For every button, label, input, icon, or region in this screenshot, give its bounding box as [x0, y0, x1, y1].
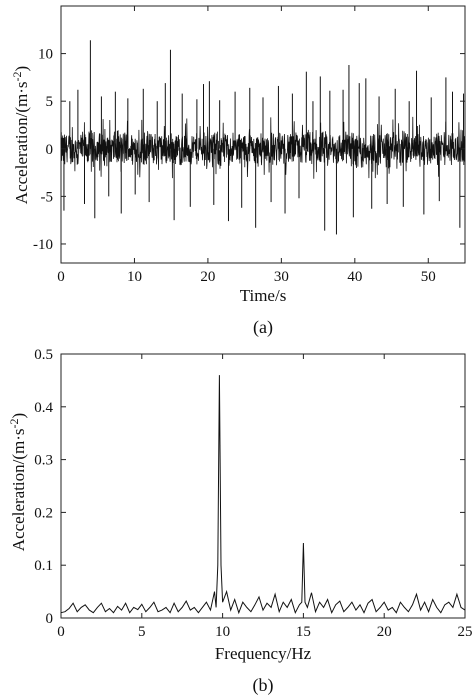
panel-a-signal-series [60, 40, 466, 235]
panel-a-caption: (a) [253, 317, 273, 338]
panel-a-y-axis-title-close: ) [12, 66, 31, 72]
panel-b-axes-frame [60, 353, 466, 619]
panel-a-y-tick-label: -5 [41, 189, 54, 205]
panel-b-spectrum: 0 5 10 15 20 25 0 0.1 0.2 0.3 0.4 0.5 Frequency/Hz… [7, 347, 473, 696]
panel-b-spectrum-line [60, 375, 466, 615]
panel-a-y-axis-title-sup: -2 [10, 71, 24, 81]
panel-b-y-tick-label: 0.4 [34, 400, 53, 416]
panel-b-y-axis-title: Acceleration/(m·s-2) [7, 413, 28, 551]
panel-a-x-tick-label: 10 [127, 269, 142, 285]
panel-b-y-tick-label: 0 [46, 611, 54, 627]
panel-b-x-tick-label: 25 [458, 624, 473, 640]
panel-b-y-axis-title-close: ) [9, 413, 28, 419]
panel-b-y-tick-label: 0.1 [34, 558, 53, 574]
panel-a-y-tick-label: 0 [46, 142, 54, 158]
panel-a-x-tick-label: 20 [200, 269, 215, 285]
panel-a-x-tick-label: 30 [274, 269, 289, 285]
panel-a-y-tick-label: -10 [33, 237, 53, 253]
panel-a-x-axis-title: Time/s [240, 286, 287, 305]
panel-b-y-tick-label: 0.5 [34, 347, 53, 363]
panel-b-x-tick-label: 10 [215, 624, 230, 640]
panel-b-x-tick-label: 5 [138, 624, 146, 640]
panel-b-y-tick-label: 0.3 [34, 453, 53, 469]
panel-a-y-tick-label: 10 [38, 47, 53, 63]
panel-b-x-ticks: 0 5 10 15 20 25 [57, 354, 473, 640]
panel-a-x-ticks: 0 10 20 30 40 50 [57, 6, 436, 285]
panel-b-x-tick-label: 0 [57, 624, 65, 640]
panel-a-x-tick-label: 0 [57, 269, 65, 285]
panel-a-y-axis-title-main: Acceleration/(m·s [12, 81, 31, 204]
panel-a-time-history: 0 10 20 30 40 50 -10 -5 0 5 10 Time/s Acceleratio… [10, 5, 466, 338]
panel-b-y-ticks: 0 0.1 0.2 0.3 0.4 0.5 [34, 347, 465, 627]
panel-a-noise-trace [60, 116, 466, 179]
panel-b-x-tick-label: 20 [377, 624, 392, 640]
panel-b-x-tick-label: 15 [296, 624, 311, 640]
panel-a-x-tick-label: 50 [421, 269, 436, 285]
panel-b-x-axis-title: Frequency/Hz [215, 644, 312, 663]
panel-b-y-axis-title-sup: -2 [7, 418, 21, 428]
panel-a-y-ticks: -10 -5 0 5 10 [33, 47, 465, 253]
panel-a-x-tick-label: 40 [347, 269, 362, 285]
panel-a-y-axis-title: Acceleration/(m·s-2) [10, 66, 31, 204]
panel-a-y-tick-label: 5 [46, 94, 54, 110]
panel-b-y-tick-label: 0.2 [34, 505, 53, 521]
panel-b-caption: (b) [253, 675, 274, 696]
panel-b-y-axis-title-main: Acceleration/(m·s [9, 428, 28, 551]
